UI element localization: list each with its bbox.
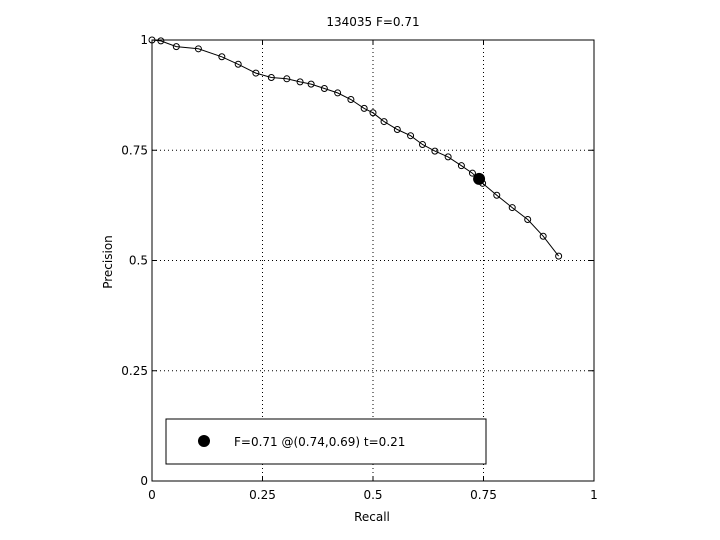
- x-tick-label: 1: [590, 488, 598, 502]
- data-point: [334, 89, 342, 97]
- data-point: [539, 232, 547, 240]
- data-point: [468, 169, 476, 177]
- legend: F=0.71 @(0.74,0.69) t=0.21: [165, 418, 487, 465]
- series-layer: [148, 36, 563, 260]
- y-axis-label: Precision: [101, 235, 115, 289]
- data-point: [457, 162, 465, 170]
- y-tick-label: 1: [140, 33, 148, 47]
- data-point: [157, 37, 165, 45]
- legend-label: F=0.71 @(0.74,0.69) t=0.21: [234, 435, 405, 449]
- data-point: [524, 215, 532, 223]
- data-point: [347, 96, 355, 104]
- legend-box: [165, 418, 487, 465]
- y-tick-label: 0: [140, 474, 148, 488]
- data-point: [148, 36, 156, 44]
- data-point: [444, 153, 452, 161]
- data-point: [267, 73, 275, 81]
- data-point: [380, 118, 388, 126]
- data-point: [431, 147, 439, 155]
- x-tick-label: 0.25: [249, 488, 276, 502]
- x-tick-label: 0.5: [363, 488, 382, 502]
- data-point: [555, 252, 563, 260]
- data-point: [419, 141, 427, 149]
- data-point: [252, 69, 260, 77]
- grid-lines: [152, 40, 594, 481]
- data-point: [508, 204, 516, 212]
- data-point: [218, 53, 226, 61]
- data-point: [360, 104, 368, 112]
- data-point: [307, 80, 315, 88]
- data-point: [172, 43, 180, 51]
- data-point: [283, 75, 291, 83]
- legend-marker: [198, 435, 210, 447]
- data-point: [407, 132, 415, 140]
- data-point: [234, 60, 242, 68]
- data-point: [393, 126, 401, 134]
- data-point: [194, 45, 202, 53]
- x-axis-label: Recall: [354, 510, 390, 524]
- axis-ticks: 0 0.25 0.5 0.75 1 0 0.25 0.5 0.75 1: [121, 33, 598, 502]
- data-point: [369, 109, 377, 117]
- chart-title: 134035 F=0.71: [326, 15, 419, 29]
- highlight-point: [473, 172, 486, 185]
- y-tick-label: 0.25: [121, 364, 148, 378]
- data-point: [296, 78, 304, 86]
- x-tick-label: 0: [148, 488, 156, 502]
- x-tick-label: 0.75: [470, 488, 497, 502]
- y-tick-label: 0.5: [129, 254, 148, 268]
- data-point: [320, 85, 328, 93]
- y-tick-label: 0.75: [121, 143, 148, 157]
- data-point: [493, 191, 501, 199]
